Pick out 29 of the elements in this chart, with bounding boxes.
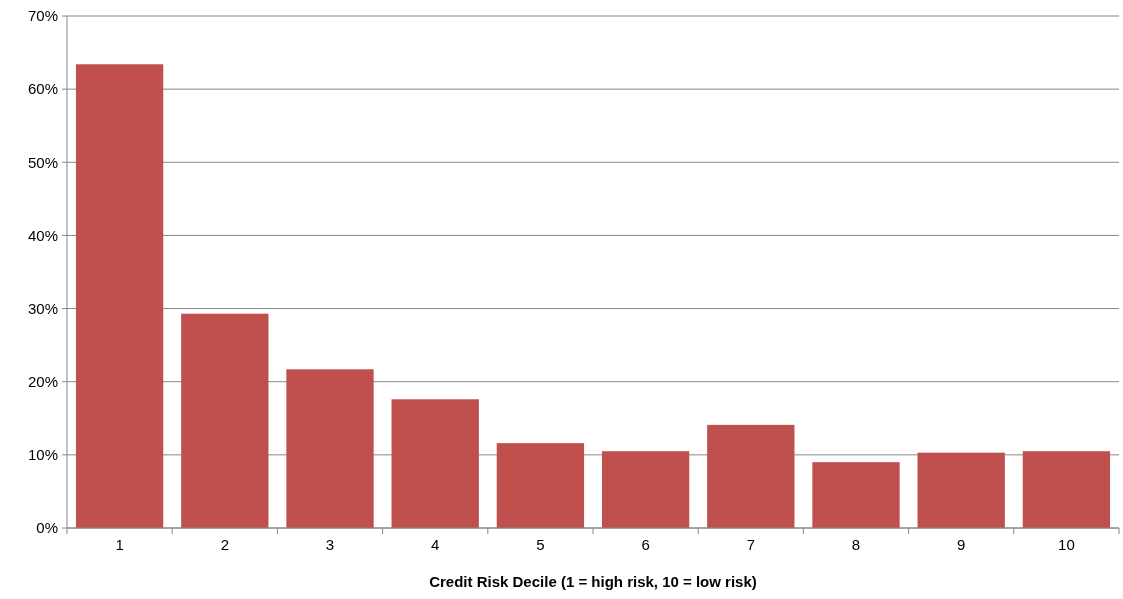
y-tick-label: 10% — [27, 446, 58, 464]
x-tick-label: 10 — [1058, 536, 1075, 553]
x-tick-label: 6 — [641, 536, 650, 553]
y-tick-label: 40% — [27, 226, 58, 244]
y-tick-label: 60% — [27, 80, 58, 98]
y-tick-label: 20% — [27, 372, 58, 390]
y-tick-label: 50% — [27, 153, 58, 171]
bar — [812, 462, 900, 528]
x-tick-label: 8 — [851, 536, 861, 553]
bar — [496, 443, 585, 528]
y-tick-label: 0% — [36, 519, 58, 537]
bar — [181, 313, 269, 528]
bar — [601, 451, 690, 528]
x-tick-label: 1 — [115, 536, 124, 553]
bar — [1022, 451, 1111, 528]
x-tick-label: 7 — [746, 536, 755, 553]
x-tick-label: 9 — [957, 536, 966, 553]
bar — [75, 64, 164, 528]
x-tick-label: 2 — [220, 536, 229, 553]
y-tick-label: 30% — [27, 299, 58, 317]
x-axis-title: Credit Risk Decile (1 = high risk, 10 = low risk) — [429, 573, 757, 590]
bar — [286, 369, 374, 528]
bar — [391, 399, 479, 528]
bar — [707, 424, 795, 528]
x-tick-label: 3 — [325, 536, 335, 553]
x-tick-label: 5 — [536, 536, 545, 553]
y-tick-label: 70% — [27, 7, 58, 25]
x-tick-label: 4 — [431, 536, 440, 553]
bar — [917, 452, 1005, 528]
